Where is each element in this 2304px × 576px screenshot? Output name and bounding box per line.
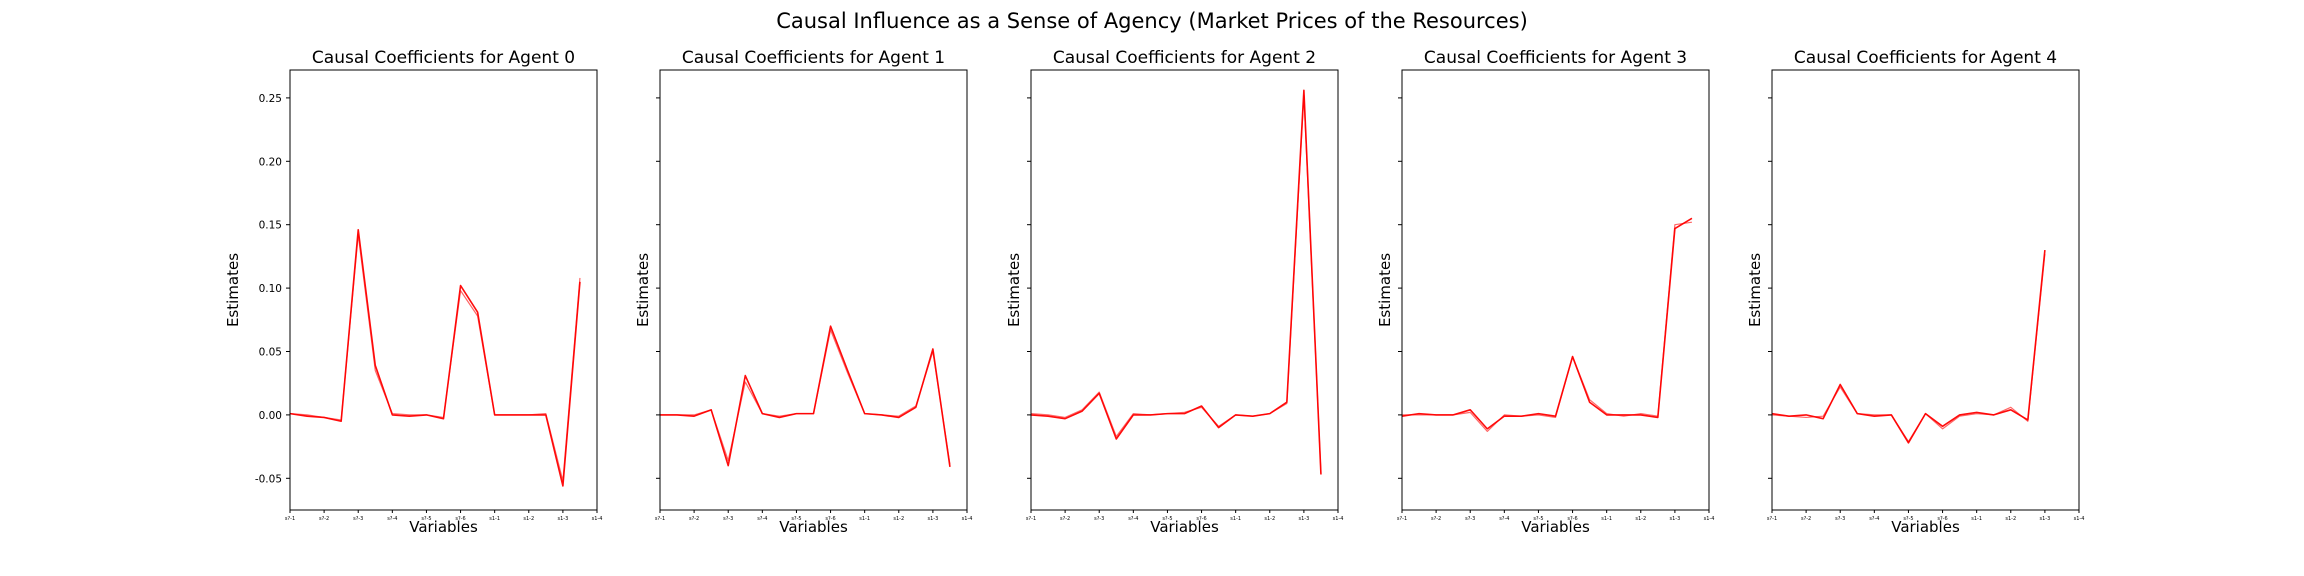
- axes-frame: [659, 69, 968, 511]
- y-tick-label: 0.15: [259, 220, 282, 232]
- x-tick-label: s1-2: [1264, 516, 1275, 522]
- x-tick-label: s?-1: [285, 516, 295, 522]
- x-tick-label: s?-5: [1162, 516, 1172, 522]
- x-tick-label: s?-2: [1060, 516, 1070, 522]
- x-tick-label: s1-2: [1635, 516, 1646, 522]
- axes-frame: [1401, 69, 1710, 511]
- x-tick-label: s?-5: [791, 516, 801, 522]
- x-tick-label: s?-4: [1869, 516, 1879, 522]
- x-axis-label: Variables: [779, 518, 848, 536]
- panel-title: Causal Coefficients for Agent 0: [312, 48, 575, 68]
- y-tick-label: 0.00: [259, 410, 282, 422]
- y-tick-label: 0.05: [259, 346, 282, 358]
- x-tick-label: s?-5: [1903, 516, 1913, 522]
- series-line-1: [1402, 221, 1693, 432]
- x-tick-label: s1-1: [1971, 516, 1982, 522]
- y-tick-label: 0.10: [259, 283, 282, 295]
- x-tick-label: s1-4: [1704, 516, 1715, 522]
- x-tick-label: s?-4: [757, 516, 767, 522]
- x-tick-label: s?-1: [1767, 516, 1777, 522]
- panel-1: Causal Coefficients for Agent 1 s?-1 s?-2 s…: [634, 48, 972, 536]
- panel-title: Causal Coefficients for Agent 2: [1053, 48, 1316, 68]
- x-tick-label: s1-2: [2005, 516, 2016, 522]
- y-axis-label: Estimates: [634, 253, 652, 327]
- series-line-1: [289, 234, 581, 482]
- x-tick-label: s1-4: [962, 516, 973, 522]
- x-axis-label: Variables: [1521, 518, 1590, 536]
- x-axis-label: Variables: [1150, 518, 1219, 536]
- x-tick-label: s?-1: [1026, 516, 1036, 522]
- panel-2: Causal Coefficients for Agent 2 s?-1 s?-2 s…: [1005, 48, 1343, 536]
- x-tick-label: s?-6: [1937, 516, 1947, 522]
- x-tick-label: s?-4: [1128, 516, 1138, 522]
- x-tick-label: s?-3: [353, 516, 363, 522]
- x-tick-label: s?-4: [387, 516, 397, 522]
- panel-title: Causal Coefficients for Agent 4: [1794, 48, 2057, 68]
- series-line-1: [1030, 94, 1322, 474]
- figure-title: Causal Influence as a Sense of Agency (M…: [776, 9, 1528, 33]
- x-tick-label: s1-3: [1298, 516, 1309, 522]
- panel-0: Causal Coefficients for Agent 0 -0.05 0.00…: [224, 48, 602, 536]
- x-axis-label: Variables: [409, 518, 478, 536]
- x-tick-label: s1-1: [1601, 516, 1612, 522]
- x-tick-label: s?-1: [655, 516, 665, 522]
- y-tick-label: 0.20: [259, 156, 282, 168]
- y-axis-label: Estimates: [1376, 253, 1394, 327]
- x-tick-label: s1-3: [557, 516, 568, 522]
- x-tick-label: s?-1: [1397, 516, 1407, 522]
- x-tick-label: s1-3: [1669, 516, 1680, 522]
- x-tick-label: s?-6: [1567, 516, 1577, 522]
- x-tick-label: s?-3: [1835, 516, 1845, 522]
- x-tick-label: s?-2: [689, 516, 699, 522]
- x-tick-label: s?-3: [1094, 516, 1104, 522]
- panel-title: Causal Coefficients for Agent 1: [682, 48, 945, 68]
- axes-frame: [1030, 69, 1339, 511]
- x-tick-label: s?-2: [319, 516, 329, 522]
- panel-3: Causal Coefficients for Agent 3 s?-1 s?-2 s…: [1376, 48, 1714, 536]
- y-axis-label: Estimates: [1005, 253, 1023, 327]
- x-tick-label: s?-6: [1196, 516, 1206, 522]
- x-tick-label: s1-4: [2074, 516, 2085, 522]
- x-tick-label: s1-4: [1333, 516, 1344, 522]
- x-axis-label: Variables: [1891, 518, 1960, 536]
- y-tick-label: -0.05: [255, 473, 282, 485]
- x-tick-label: s?-3: [723, 516, 733, 522]
- panels: Causal Coefficients for Agent 0 -0.05 0.00…: [224, 48, 2084, 536]
- axes-frame: [289, 69, 598, 511]
- y-tick-label: 0.25: [259, 93, 282, 105]
- x-tick-label: s?-6: [455, 516, 465, 522]
- axes-frame: [1771, 69, 2080, 511]
- x-tick-label: s?-5: [1533, 516, 1543, 522]
- panel-title: Causal Coefficients for Agent 3: [1424, 48, 1687, 68]
- y-axis-label: Estimates: [1746, 253, 1764, 327]
- x-tick-label: s1-1: [489, 516, 500, 522]
- y-axis-label: Estimates: [224, 253, 242, 327]
- series-line-0: [1771, 249, 2046, 444]
- x-tick-label: s1-3: [2039, 516, 2050, 522]
- x-tick-label: s?-4: [1499, 516, 1509, 522]
- x-tick-label: s1-1: [859, 516, 870, 522]
- x-tick-label: s?-3: [1465, 516, 1475, 522]
- x-tick-label: s?-2: [1431, 516, 1441, 522]
- series-line-1: [1771, 253, 2046, 443]
- panel-4: Causal Coefficients for Agent 4 s?-1 s?-2 s…: [1746, 48, 2084, 536]
- x-tick-label: s?-2: [1801, 516, 1811, 522]
- x-tick-label: s1-2: [893, 516, 904, 522]
- x-tick-label: s?-6: [825, 516, 835, 522]
- x-tick-label: s?-5: [421, 516, 431, 522]
- series-line-1: [660, 329, 951, 465]
- x-tick-label: s1-2: [523, 516, 534, 522]
- x-tick-label: s1-1: [1230, 516, 1241, 522]
- x-tick-label: s1-3: [927, 516, 938, 522]
- x-tick-label: s1-4: [592, 516, 603, 522]
